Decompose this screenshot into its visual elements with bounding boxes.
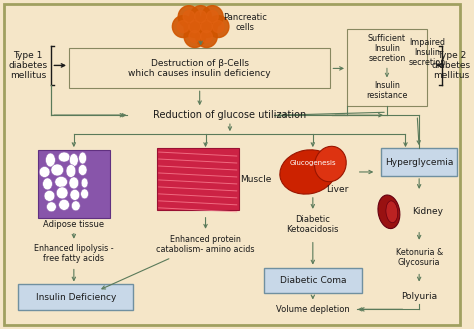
Text: Insulin Deficiency: Insulin Deficiency xyxy=(36,293,116,302)
Ellipse shape xyxy=(44,190,55,201)
Circle shape xyxy=(173,16,194,38)
Circle shape xyxy=(189,20,201,33)
Text: Hyperglycemia: Hyperglycemia xyxy=(385,158,453,166)
Ellipse shape xyxy=(81,189,89,199)
Circle shape xyxy=(183,11,195,23)
Text: Diabetic
Ketoacidosis: Diabetic Ketoacidosis xyxy=(287,215,339,235)
Text: Kidney: Kidney xyxy=(412,207,444,216)
Ellipse shape xyxy=(378,195,400,229)
Text: Reduction of glucose utilization: Reduction of glucose utilization xyxy=(153,110,307,120)
Ellipse shape xyxy=(81,178,88,188)
Circle shape xyxy=(184,26,206,47)
Bar xyxy=(157,148,239,210)
Ellipse shape xyxy=(56,187,68,199)
Bar xyxy=(381,148,457,176)
Ellipse shape xyxy=(39,166,50,177)
Ellipse shape xyxy=(280,150,336,194)
Ellipse shape xyxy=(59,199,70,210)
Text: Destruction of β-Cells
which causes insulin deficiency: Destruction of β-Cells which causes insu… xyxy=(128,59,271,78)
Ellipse shape xyxy=(69,177,79,189)
Text: Adipose tissue: Adipose tissue xyxy=(43,220,104,229)
Text: Liver: Liver xyxy=(326,186,348,194)
Circle shape xyxy=(196,26,217,47)
Circle shape xyxy=(208,16,229,38)
Circle shape xyxy=(189,31,201,42)
Circle shape xyxy=(207,11,218,23)
Bar xyxy=(38,150,110,218)
Text: Pancreatic
cells: Pancreatic cells xyxy=(223,13,267,32)
Text: Enhanced protein
catabolism- amino acids: Enhanced protein catabolism- amino acids xyxy=(156,235,255,254)
Circle shape xyxy=(201,31,212,42)
Circle shape xyxy=(178,6,200,28)
Text: Insulin
resistance: Insulin resistance xyxy=(366,81,408,100)
Circle shape xyxy=(196,16,217,38)
Text: Muscle: Muscle xyxy=(240,175,271,185)
Bar xyxy=(264,267,362,293)
Ellipse shape xyxy=(72,201,80,211)
Ellipse shape xyxy=(58,152,70,162)
Ellipse shape xyxy=(79,152,87,164)
Ellipse shape xyxy=(70,154,78,166)
Ellipse shape xyxy=(46,202,56,212)
Circle shape xyxy=(195,11,207,23)
Ellipse shape xyxy=(51,164,64,176)
Bar xyxy=(18,285,133,310)
Circle shape xyxy=(212,20,224,33)
Text: Glucogenesis: Glucogenesis xyxy=(290,160,336,166)
Ellipse shape xyxy=(43,178,53,190)
Ellipse shape xyxy=(386,201,398,223)
Text: Enhanced lipolysis -
free fatty acids: Enhanced lipolysis - free fatty acids xyxy=(34,244,114,263)
Text: Sufficient
Insulin
secretion: Sufficient Insulin secretion xyxy=(368,34,406,63)
Ellipse shape xyxy=(55,176,67,188)
Circle shape xyxy=(184,16,206,38)
Text: Impaired
Insulin
secretion: Impaired Insulin secretion xyxy=(408,38,446,67)
Circle shape xyxy=(201,20,212,33)
Ellipse shape xyxy=(66,164,76,177)
Bar xyxy=(347,29,427,106)
Text: Ketonuria &
Glycosuria: Ketonuria & Glycosuria xyxy=(395,248,443,267)
Ellipse shape xyxy=(78,164,87,175)
Text: Type 2
diabetes
mellitus: Type 2 diabetes mellitus xyxy=(432,51,471,80)
Circle shape xyxy=(177,20,189,33)
Circle shape xyxy=(201,6,223,28)
Bar xyxy=(69,48,330,88)
Text: Volume depletion: Volume depletion xyxy=(276,305,350,314)
Circle shape xyxy=(190,6,211,28)
Ellipse shape xyxy=(70,190,80,200)
Ellipse shape xyxy=(315,146,346,182)
Ellipse shape xyxy=(46,153,55,167)
Text: Polyuria: Polyuria xyxy=(401,292,437,301)
Text: Diabetic Coma: Diabetic Coma xyxy=(280,276,346,285)
Text: Type 1
diabetes
mellitus: Type 1 diabetes mellitus xyxy=(9,51,47,80)
